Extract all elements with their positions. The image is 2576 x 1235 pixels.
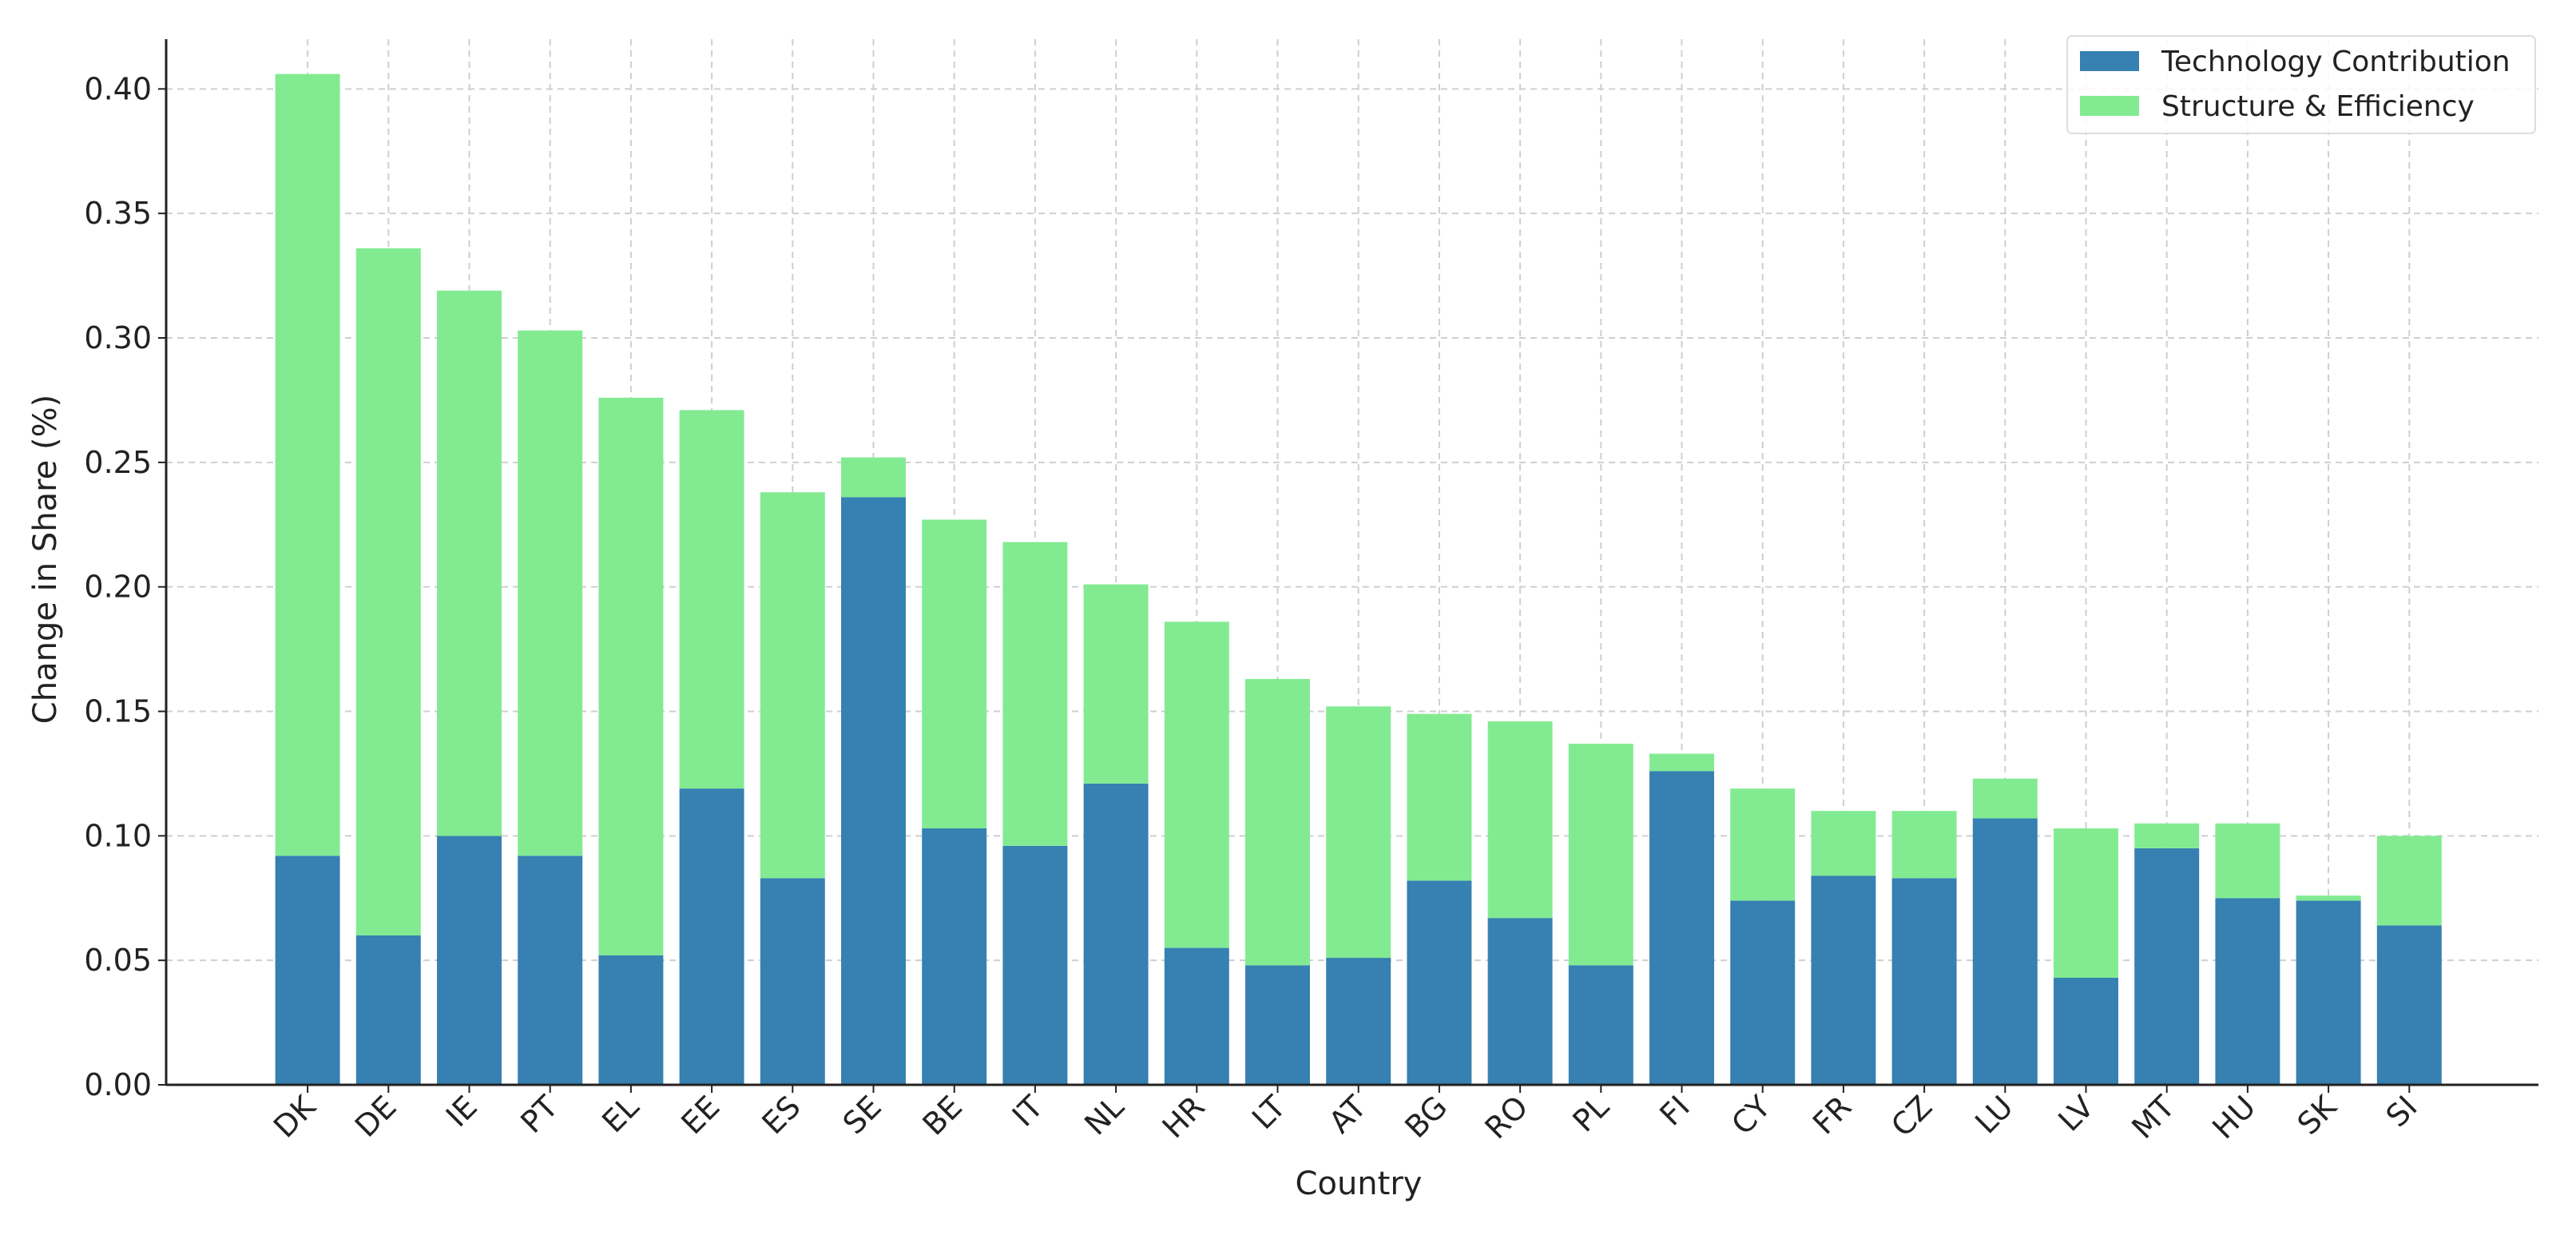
- bar-segment: [2054, 977, 2118, 1085]
- y-tick-label: 0.15: [84, 694, 152, 729]
- legend-label: Technology Contribution: [2161, 46, 2511, 78]
- y-axis-label: Change in Share (%): [27, 395, 64, 724]
- y-tick-label: 0.10: [84, 818, 152, 853]
- bar-segment: [841, 457, 906, 498]
- bar-segment: [1811, 811, 1876, 876]
- bar-segment: [518, 330, 583, 856]
- bar-segment: [1002, 542, 1068, 846]
- x-tick-label: CZ: [1884, 1089, 1939, 1143]
- bar-segment: [679, 788, 744, 1085]
- bar-segment: [1972, 778, 2038, 819]
- x-tick-label: EE: [674, 1089, 726, 1141]
- bar-segment: [1891, 811, 1957, 879]
- bar-segment: [1568, 744, 1633, 966]
- x-tick-label: DK: [267, 1088, 323, 1144]
- bar-segment: [2296, 895, 2361, 901]
- bar-segment: [1730, 900, 1796, 1085]
- x-tick-label: SK: [2291, 1088, 2344, 1142]
- bar-segment: [1164, 621, 1229, 948]
- bar-segment: [355, 935, 421, 1085]
- bar-segment: [1891, 878, 1957, 1085]
- bar-segment: [679, 410, 744, 789]
- x-tick-label: LU: [1968, 1089, 2019, 1140]
- bar-segment: [2134, 823, 2200, 848]
- bar-segment: [437, 836, 502, 1085]
- bar-segment: [2134, 848, 2200, 1085]
- x-tick-label: FR: [1806, 1089, 1858, 1141]
- legend-swatch: [2080, 51, 2139, 71]
- bar-segment: [760, 492, 825, 879]
- x-tick-label: EL: [595, 1089, 645, 1139]
- x-tick-label: ES: [756, 1089, 808, 1141]
- bar-segment: [598, 955, 664, 1085]
- bar-segment: [1568, 965, 1633, 1085]
- bar-segment: [2376, 836, 2442, 926]
- bar-segment: [2296, 900, 2361, 1085]
- legend-swatch: [2080, 96, 2139, 116]
- x-tick-label: HR: [1156, 1089, 1212, 1145]
- x-tick-label: AT: [1322, 1089, 1373, 1140]
- bar-segment: [518, 856, 583, 1085]
- bar-segment: [2215, 823, 2280, 899]
- y-tick-label: 0.40: [84, 71, 152, 106]
- x-tick-label: BE: [916, 1089, 970, 1142]
- y-tick-label: 0.30: [84, 320, 152, 355]
- x-tick-label: HU: [2205, 1089, 2262, 1146]
- bar-segment: [1811, 876, 1876, 1085]
- x-tick-label: DE: [348, 1089, 403, 1144]
- bar-segment: [598, 397, 664, 955]
- bar-segment: [1487, 918, 1553, 1085]
- x-tick-label: NL: [1078, 1089, 1130, 1142]
- bar-segment: [437, 290, 502, 836]
- x-tick-label: CY: [1725, 1089, 1777, 1142]
- y-tick-label: 0.00: [84, 1067, 152, 1102]
- bar-segment: [1245, 678, 1310, 966]
- bar-segment: [1326, 958, 1391, 1085]
- bar-segment: [1083, 783, 1149, 1085]
- bar-segment: [1326, 706, 1391, 959]
- legend-box: [2066, 35, 2536, 134]
- x-tick-label: MT: [2125, 1089, 2181, 1146]
- y-tick-label: 0.05: [84, 943, 152, 978]
- x-tick-label: RO: [1479, 1089, 1535, 1146]
- x-tick-label: IE: [439, 1089, 484, 1134]
- bar-segment: [1002, 845, 1068, 1085]
- y-tick-label: 0.20: [84, 570, 152, 605]
- bar-segment: [275, 856, 340, 1085]
- bar-segment: [1164, 947, 1229, 1085]
- bar-segment: [1407, 880, 1472, 1085]
- x-tick-label: FI: [1653, 1089, 1697, 1133]
- x-tick-label: PT: [514, 1089, 565, 1140]
- bar-segment: [1487, 721, 1553, 919]
- x-tick-label: LV: [2051, 1089, 2101, 1138]
- bar-segment: [1649, 753, 1714, 772]
- x-tick-label: PL: [1566, 1089, 1615, 1138]
- bar-segment: [841, 497, 906, 1085]
- bar-segment: [922, 519, 987, 828]
- x-tick-label: IT: [1006, 1089, 1050, 1134]
- bar-segment: [1649, 771, 1714, 1085]
- bar-segment: [760, 878, 825, 1085]
- x-tick-label: BG: [1398, 1089, 1454, 1145]
- bar-segment: [275, 73, 340, 856]
- bar-segment: [2215, 898, 2280, 1085]
- bar-segment: [1083, 584, 1149, 784]
- x-tick-label: LT: [1245, 1089, 1292, 1136]
- bar-segment: [2376, 925, 2442, 1085]
- bar-segment: [1730, 788, 1796, 901]
- x-tick-label: SE: [836, 1089, 888, 1141]
- bar-segment: [1245, 965, 1310, 1085]
- y-tick-label: 0.35: [84, 196, 152, 231]
- bar-segment: [355, 248, 421, 935]
- x-tick-label: SI: [2380, 1089, 2424, 1134]
- y-tick-label: 0.25: [84, 445, 152, 480]
- bar-segment: [1972, 818, 2038, 1085]
- x-axis-label: Country: [1296, 1166, 1423, 1202]
- bar-segment: [922, 828, 987, 1085]
- legend-label: Structure & Efficiency: [2161, 90, 2475, 123]
- bar-segment: [2054, 828, 2118, 978]
- bar-segment: [1407, 713, 1472, 881]
